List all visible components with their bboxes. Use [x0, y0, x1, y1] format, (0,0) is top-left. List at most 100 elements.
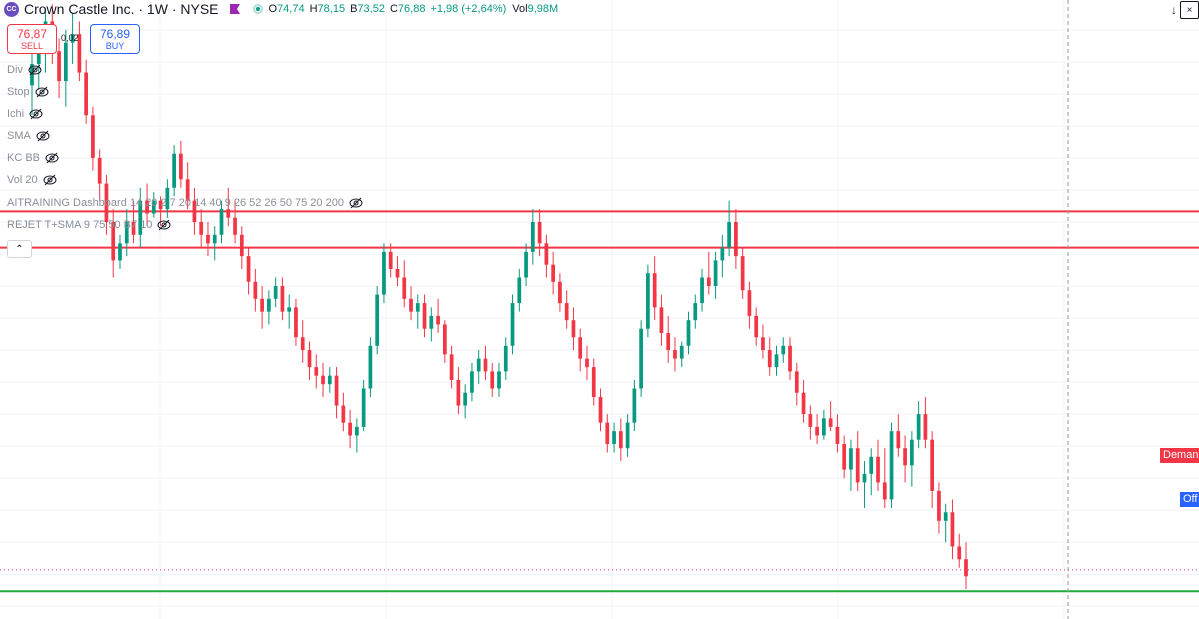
candle-body [930, 439, 935, 491]
candle [747, 281, 752, 329]
candle-body [151, 200, 156, 214]
candle [233, 200, 237, 244]
candle [625, 414, 630, 457]
buy-button[interactable]: 76,89 BUY [90, 24, 140, 54]
eye-hidden-icon[interactable] [35, 86, 49, 98]
candle [314, 354, 319, 389]
candle-body [314, 367, 319, 376]
eye-hidden-icon[interactable] [43, 174, 57, 186]
candle [476, 350, 481, 385]
candle [781, 337, 786, 363]
candle [943, 503, 948, 543]
candle [151, 192, 156, 218]
candle [761, 324, 765, 359]
indicator-vol[interactable]: Vol 20 [7, 172, 57, 188]
candle-body [436, 315, 440, 325]
indicator-ichi[interactable]: Ichi [7, 106, 43, 122]
candle [239, 226, 244, 269]
candle-body [632, 388, 637, 423]
candle-body [957, 546, 962, 560]
eye-hidden-icon[interactable] [349, 197, 363, 209]
candle-body [530, 221, 535, 252]
candle-body [483, 358, 488, 372]
candle [503, 337, 508, 380]
candle [679, 341, 684, 368]
indicator-div[interactable]: Div [7, 62, 42, 78]
candle-body [63, 42, 68, 82]
candle-body [869, 456, 874, 474]
eye-hidden-icon[interactable] [29, 108, 43, 120]
candle-body [713, 260, 718, 287]
eye-hidden-icon[interactable] [28, 64, 42, 76]
candle [395, 256, 400, 287]
collapse-legend-button[interactable]: ⌃ [7, 240, 32, 258]
candle-body [280, 286, 285, 312]
candle-body [199, 221, 204, 235]
candle-body [564, 303, 569, 321]
eye-hidden-icon[interactable] [157, 219, 171, 231]
candle [693, 294, 698, 329]
candle-body [239, 234, 244, 257]
candle [564, 290, 569, 329]
candle [402, 260, 407, 308]
candle-body [490, 371, 495, 389]
candle [889, 422, 894, 509]
candle [463, 384, 468, 419]
close-icon[interactable]: × [1180, 1, 1199, 19]
candle-body [720, 247, 725, 261]
candle-body [943, 512, 948, 521]
candle-body [497, 371, 501, 389]
candle [294, 298, 298, 346]
candle [950, 499, 955, 560]
candle [334, 367, 339, 419]
candle-body [558, 281, 562, 304]
candle-body [964, 559, 968, 577]
candle-body [327, 375, 332, 385]
candle-body [808, 414, 813, 427]
candle [287, 294, 292, 329]
symbol-title[interactable]: Crown Castle Inc. · 1W · NYSE [24, 1, 219, 17]
candle [226, 187, 231, 227]
candle [442, 320, 447, 363]
candle [605, 414, 610, 453]
candle-body [673, 350, 677, 359]
symbol-logo[interactable]: CC [4, 1, 19, 17]
candle [706, 251, 711, 295]
indicator-kc-bb[interactable]: KC BB [7, 150, 59, 166]
candle [165, 179, 170, 218]
eye-hidden-icon[interactable] [45, 152, 59, 164]
candle [57, 38, 61, 99]
candle [361, 379, 366, 432]
indicator-aitraining[interactable]: AITRAINING Dashboard 14 20 2 7 20 14 40 … [7, 195, 363, 211]
indicator-stop[interactable]: Stop [7, 84, 49, 100]
candle [652, 256, 657, 321]
candle-body [165, 187, 170, 210]
candle [300, 320, 305, 363]
sell-button[interactable]: 76,87 SELL [7, 24, 57, 54]
buy-price: 76,89 [99, 27, 131, 41]
candle-body [307, 350, 312, 368]
indicator-sma[interactable]: SMA [7, 128, 50, 144]
scroll-down-icon[interactable]: ↓ [1171, 3, 1177, 17]
candle-body [179, 153, 183, 180]
candle-body [348, 422, 352, 436]
candle [673, 337, 677, 372]
candle [578, 328, 583, 372]
indicator-rejet[interactable]: REJET T+SMA 9 75 50 B7 10 [7, 217, 171, 233]
candle [490, 362, 495, 398]
candle [185, 162, 190, 210]
candle-body [118, 243, 122, 261]
candle-body [815, 426, 819, 436]
candle [368, 337, 373, 398]
candle-body [361, 388, 366, 427]
candle [267, 290, 271, 325]
flag-icon[interactable] [229, 3, 241, 15]
candle-body [794, 371, 799, 393]
candle-body [686, 320, 691, 346]
candle-body [618, 431, 623, 449]
sell-label: SELL [20, 41, 44, 51]
candle [260, 286, 264, 329]
candle-body [395, 268, 400, 278]
eye-hidden-icon[interactable] [36, 130, 50, 142]
